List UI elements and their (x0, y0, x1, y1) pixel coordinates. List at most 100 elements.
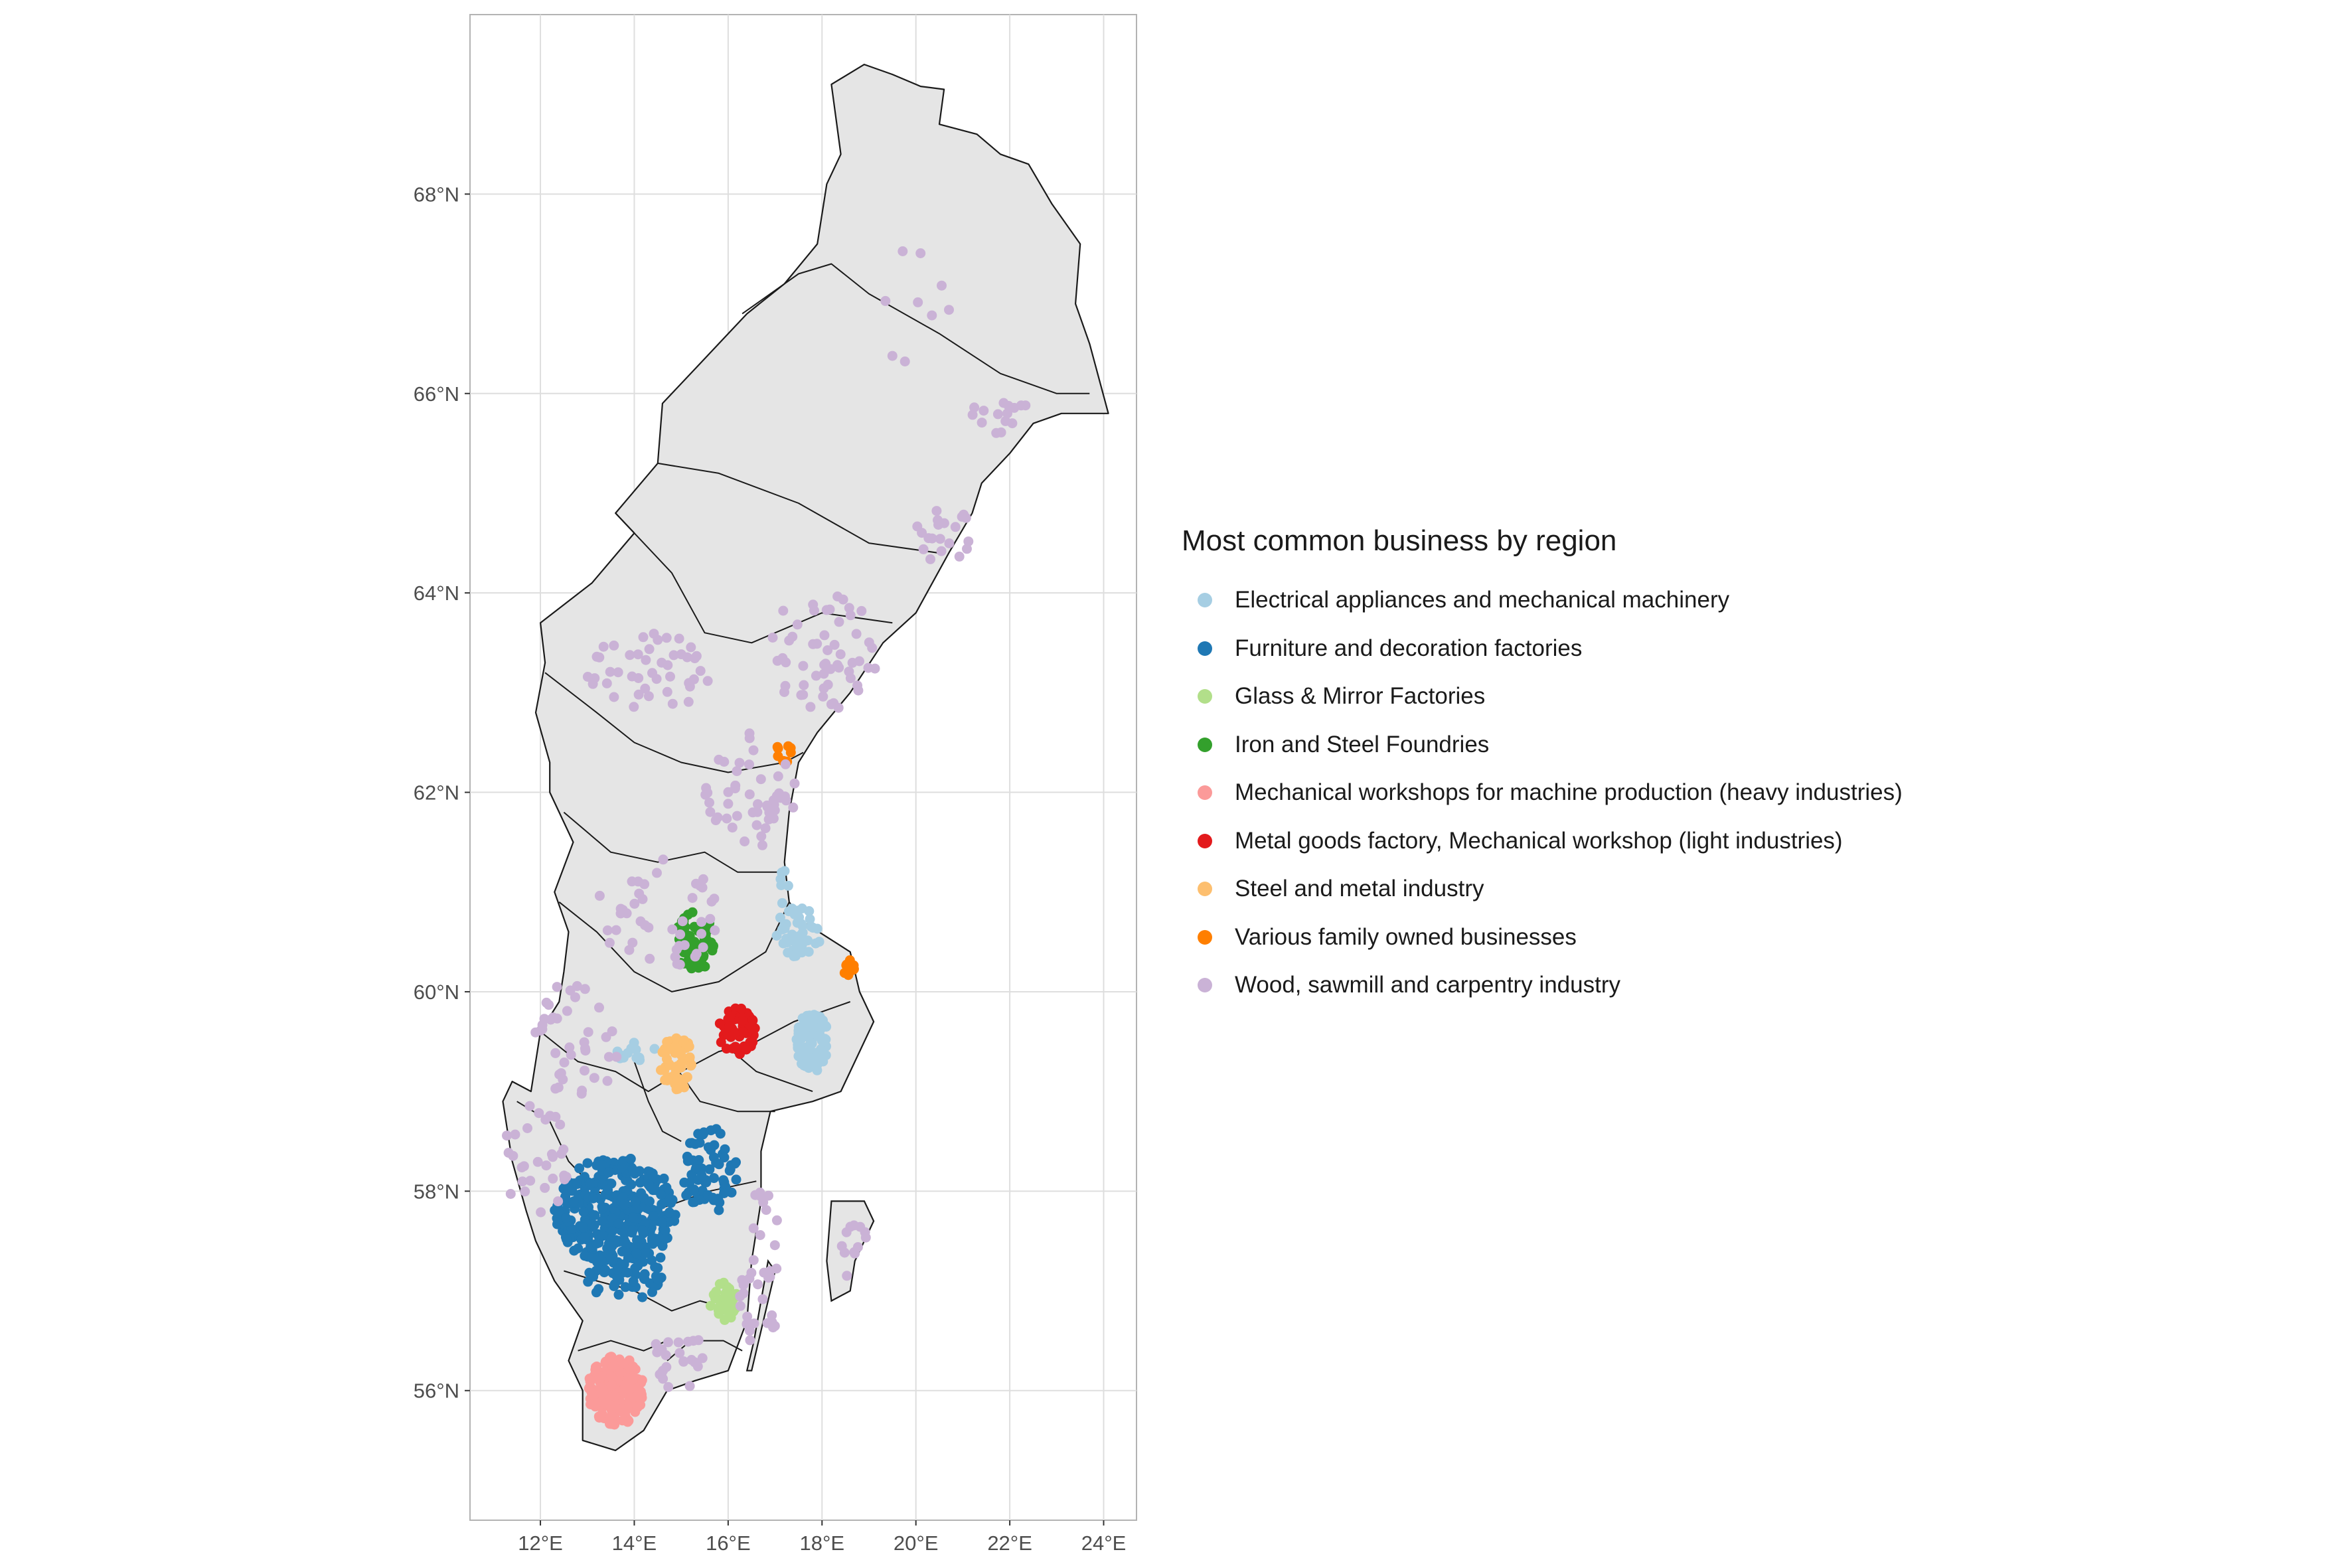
legend-item: Wood, sawmill and carpentry industry (1182, 961, 1903, 1010)
data-point (679, 1074, 690, 1084)
y-tick-label: 66°N (414, 382, 459, 406)
data-point (688, 1336, 698, 1346)
data-point (561, 1172, 572, 1182)
data-point (633, 649, 643, 660)
data-point (585, 1375, 595, 1385)
data-point (781, 795, 791, 806)
data-point (747, 807, 758, 818)
legend-label: Various family owned businesses (1235, 923, 1577, 950)
data-point (660, 1048, 670, 1058)
y-tick-label: 68°N (414, 183, 459, 206)
data-point (617, 1246, 627, 1257)
data-point (604, 1253, 614, 1264)
data-point (550, 1111, 561, 1122)
data-point (732, 811, 742, 821)
data-point (818, 691, 828, 702)
data-point (688, 1197, 698, 1208)
data-point (757, 840, 767, 850)
legend-item: Iron and Steel Foundries (1182, 721, 1903, 769)
data-point (742, 1319, 752, 1329)
data-point (679, 940, 690, 951)
data-point (698, 1129, 708, 1140)
business-points (502, 246, 1031, 1430)
data-point (808, 639, 819, 649)
data-point (796, 1034, 807, 1044)
data-point (712, 812, 723, 823)
data-point (702, 676, 713, 686)
data-point (697, 882, 708, 893)
data-point (684, 678, 694, 688)
data-point (927, 310, 937, 321)
data-point (762, 802, 773, 813)
data-point (645, 953, 655, 964)
data-point (613, 1289, 624, 1300)
data-point (709, 1173, 719, 1184)
data-point (652, 1347, 663, 1358)
data-point (508, 1150, 518, 1161)
data-point (574, 1163, 585, 1174)
data-point (561, 1213, 572, 1223)
data-point (634, 888, 645, 899)
data-point (694, 1155, 704, 1165)
legend-item: Various family owned businesses (1182, 913, 1903, 962)
data-point (597, 1160, 607, 1170)
data-point (793, 1051, 804, 1061)
data-point (777, 924, 787, 935)
data-point (651, 674, 662, 684)
data-point (541, 997, 552, 1008)
data-point (628, 1165, 639, 1176)
data-point (667, 924, 678, 935)
data-point (787, 631, 798, 642)
data-point (798, 661, 809, 671)
data-point (944, 538, 955, 548)
data-point (724, 1021, 734, 1032)
data-point (611, 925, 621, 935)
data-point (609, 640, 619, 651)
data-point (637, 1375, 647, 1385)
data-point (621, 1405, 631, 1416)
data-point (517, 1176, 528, 1187)
data-point (578, 1222, 588, 1233)
data-point (607, 1226, 617, 1236)
data-point (613, 667, 623, 678)
data-point (586, 1399, 596, 1409)
data-point (680, 947, 690, 958)
legend-label: Glass & Mirror Factories (1235, 683, 1486, 710)
data-point (935, 534, 945, 544)
data-point (778, 938, 789, 949)
data-point (742, 1044, 751, 1054)
data-point (755, 1191, 766, 1202)
data-point (639, 1273, 649, 1283)
legend-key-dot (1198, 978, 1212, 993)
data-point (534, 1108, 544, 1119)
data-point (635, 1389, 645, 1400)
legend-item: Glass & Mirror Factories (1182, 672, 1903, 721)
data-point (714, 1279, 725, 1289)
data-point (842, 1271, 852, 1281)
data-point (662, 1075, 672, 1085)
data-point (598, 641, 609, 652)
data-point (556, 1148, 567, 1159)
data-point (657, 657, 667, 668)
data-point (1000, 416, 1011, 426)
legend-label: Steel and metal industry (1235, 876, 1484, 902)
legend-label: Mechanical workshops for machine product… (1235, 779, 1903, 806)
data-point (841, 960, 852, 971)
data-point (718, 1175, 729, 1186)
data-point (799, 680, 809, 690)
data-point (566, 1223, 577, 1234)
data-point (510, 1129, 520, 1140)
data-point (753, 1279, 763, 1290)
data-point (696, 1170, 707, 1181)
data-point (641, 655, 651, 665)
data-point (811, 1029, 822, 1040)
data-point (597, 1216, 607, 1226)
data-point (560, 1192, 571, 1202)
data-point (548, 1012, 558, 1023)
data-point (579, 1037, 589, 1048)
data-point (744, 733, 755, 744)
legend: Most common business by region Electrica… (1182, 524, 1903, 1010)
data-point (643, 1179, 654, 1190)
data-point (683, 959, 694, 969)
data-point (597, 1231, 608, 1241)
